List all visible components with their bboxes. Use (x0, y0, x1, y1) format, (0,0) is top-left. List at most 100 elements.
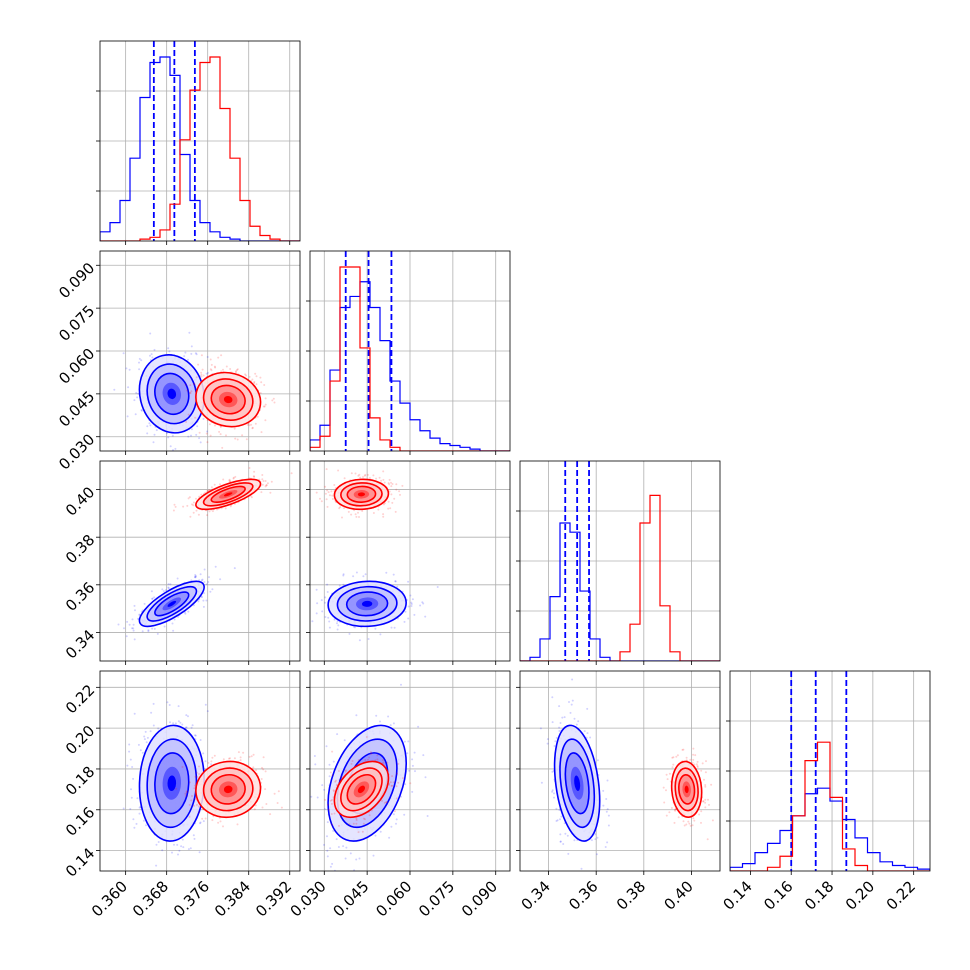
sample-point (398, 490, 401, 493)
sample-point (193, 837, 196, 840)
sample-point (167, 347, 170, 350)
sample-point (233, 757, 236, 760)
sample-point (261, 806, 264, 809)
sample-point (133, 826, 136, 829)
sample-point (214, 366, 217, 369)
sample-point (380, 479, 383, 482)
sample-point (162, 590, 165, 593)
y-tick-label: 0.090 (55, 259, 98, 302)
sample-point (315, 612, 318, 615)
sample-point (184, 612, 187, 615)
sample-point (151, 597, 154, 600)
sample-point (673, 808, 676, 811)
sample-point (330, 490, 333, 493)
sample-point (335, 779, 337, 782)
sample-point (368, 756, 371, 759)
sample-point (342, 574, 345, 577)
sample-point (206, 490, 209, 493)
panel-3-1: 0.030 0.045 0.060 0.075 0.090 (287, 670, 511, 920)
sample-point (397, 781, 400, 784)
sample-point (568, 701, 570, 703)
sample-point (329, 799, 332, 802)
y-tick-label: 0.18 (62, 763, 98, 799)
sample-point (357, 474, 360, 477)
sample-point (693, 819, 696, 822)
sample-point (184, 351, 187, 354)
sample-point (198, 851, 201, 854)
sample-point (368, 814, 371, 817)
sample-point (136, 396, 139, 399)
sample-point (213, 754, 216, 757)
sample-point (316, 796, 319, 799)
sample-point (357, 759, 360, 761)
sample-point (252, 766, 255, 769)
sample-point (388, 478, 391, 481)
sample-point (696, 766, 699, 768)
sample-point (364, 818, 366, 821)
sample-point (264, 419, 267, 422)
sample-point (173, 503, 176, 506)
sample-point (362, 817, 365, 820)
sample-point (332, 760, 335, 763)
sample-point (185, 790, 188, 793)
sample-point (128, 623, 131, 626)
sample-point (262, 756, 265, 759)
sample-point (357, 831, 360, 834)
sample-point (413, 751, 416, 754)
sample-point (262, 480, 265, 482)
sample-point (153, 433, 156, 436)
sample-point (201, 578, 204, 581)
sample-point (152, 724, 155, 727)
sample-point (273, 792, 276, 795)
sample-point (252, 475, 255, 478)
sample-point (573, 717, 576, 720)
sample-point (157, 727, 160, 730)
sample-point (355, 822, 358, 825)
x-tick-label: 0.075 (415, 877, 458, 920)
sample-point (555, 807, 558, 810)
sample-point (150, 353, 153, 356)
sample-point (404, 610, 407, 613)
sample-point (236, 369, 238, 371)
sample-point (205, 372, 208, 375)
sample-point (411, 790, 414, 793)
sample-point (248, 467, 251, 469)
sample-point (194, 405, 197, 408)
sample-point (313, 755, 316, 757)
sample-point (266, 482, 269, 485)
sample-point (273, 401, 276, 404)
sample-point (147, 629, 150, 632)
sample-point (239, 759, 242, 762)
sample-point (260, 491, 263, 494)
sample-point (190, 352, 193, 355)
sample-point (331, 862, 334, 865)
sample-point (172, 629, 175, 632)
sample-point (182, 505, 185, 508)
sample-point (700, 810, 703, 813)
x-tick-label: 0.360 (88, 877, 131, 920)
sample-point (250, 496, 253, 499)
sample-point (246, 423, 249, 426)
sample-point (188, 781, 191, 784)
sample-point (232, 477, 235, 480)
sample-point (382, 503, 385, 506)
sample-point (361, 830, 364, 833)
panel-frame (99, 670, 301, 872)
sample-point (374, 627, 377, 630)
sample-point (367, 758, 369, 761)
sample-point (404, 783, 407, 786)
sample-point (190, 579, 193, 582)
sample-point (138, 368, 141, 371)
sample-point (265, 803, 268, 805)
sample-point (141, 630, 144, 633)
sample-point (382, 513, 385, 516)
sample-point (221, 446, 224, 449)
sample-point (260, 381, 263, 384)
sample-point (152, 702, 155, 705)
sample-point (193, 784, 196, 787)
sample-point (344, 883, 346, 885)
sample-point (161, 849, 164, 852)
sample-point (607, 814, 610, 817)
sample-point (421, 601, 424, 604)
sample-point (207, 489, 209, 492)
